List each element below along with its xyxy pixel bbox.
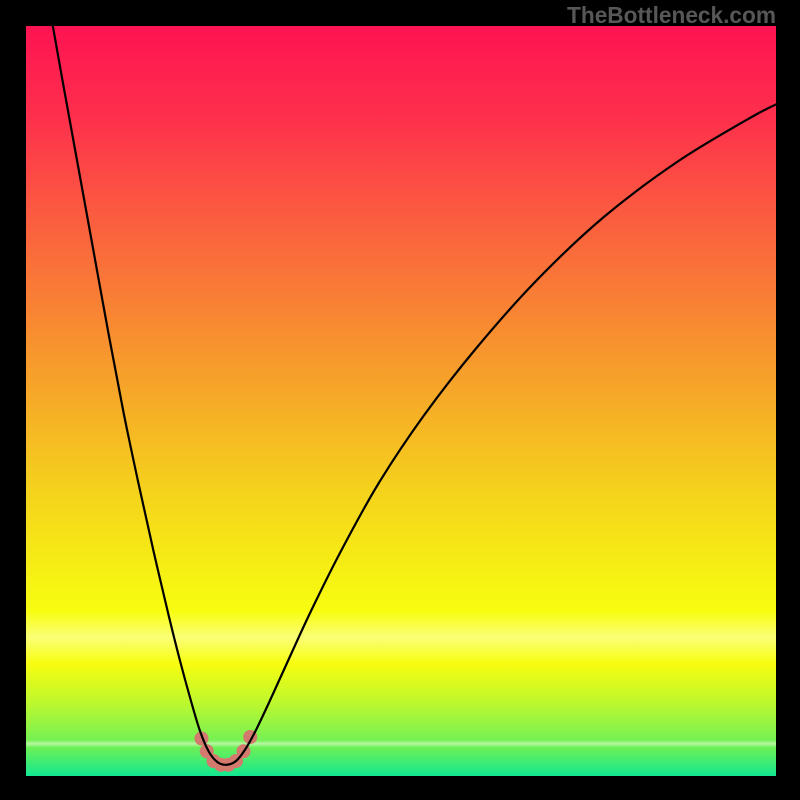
bottleneck-curve [52,26,777,765]
bottleneck-curve-svg [26,26,776,776]
plot-area [26,26,776,776]
watermark-text: TheBottleneck.com [567,2,776,29]
chart-frame: TheBottleneck.com [0,0,800,800]
